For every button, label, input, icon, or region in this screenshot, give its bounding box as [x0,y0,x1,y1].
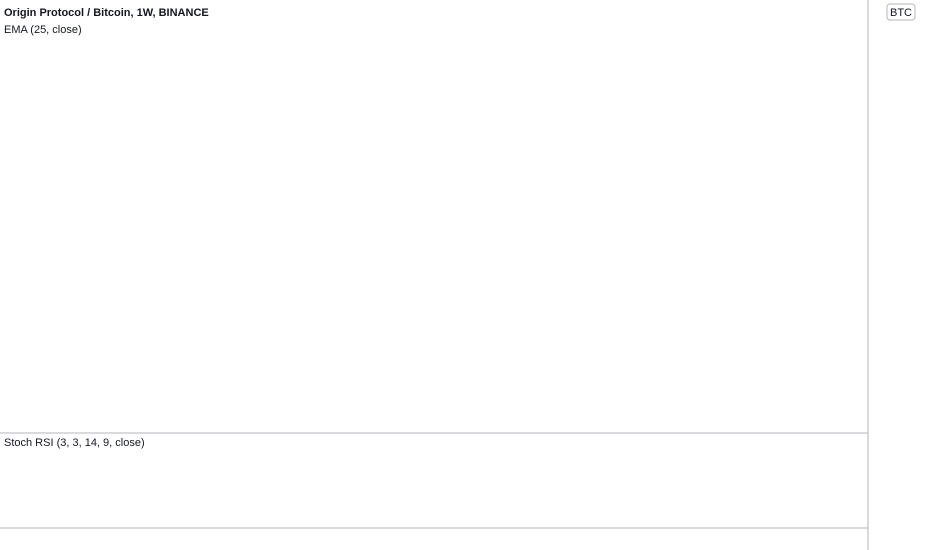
stoch-legend: Stoch RSI (3, 3, 14, 9, close) [4,437,145,449]
unit-box[interactable] [886,3,916,21]
unit-label: BTC [890,7,912,19]
chart-title: Origin Protocol / Bitcoin, 1W, BINANCE [4,7,209,19]
indicator-legend: EMA (25, close) [4,24,82,36]
